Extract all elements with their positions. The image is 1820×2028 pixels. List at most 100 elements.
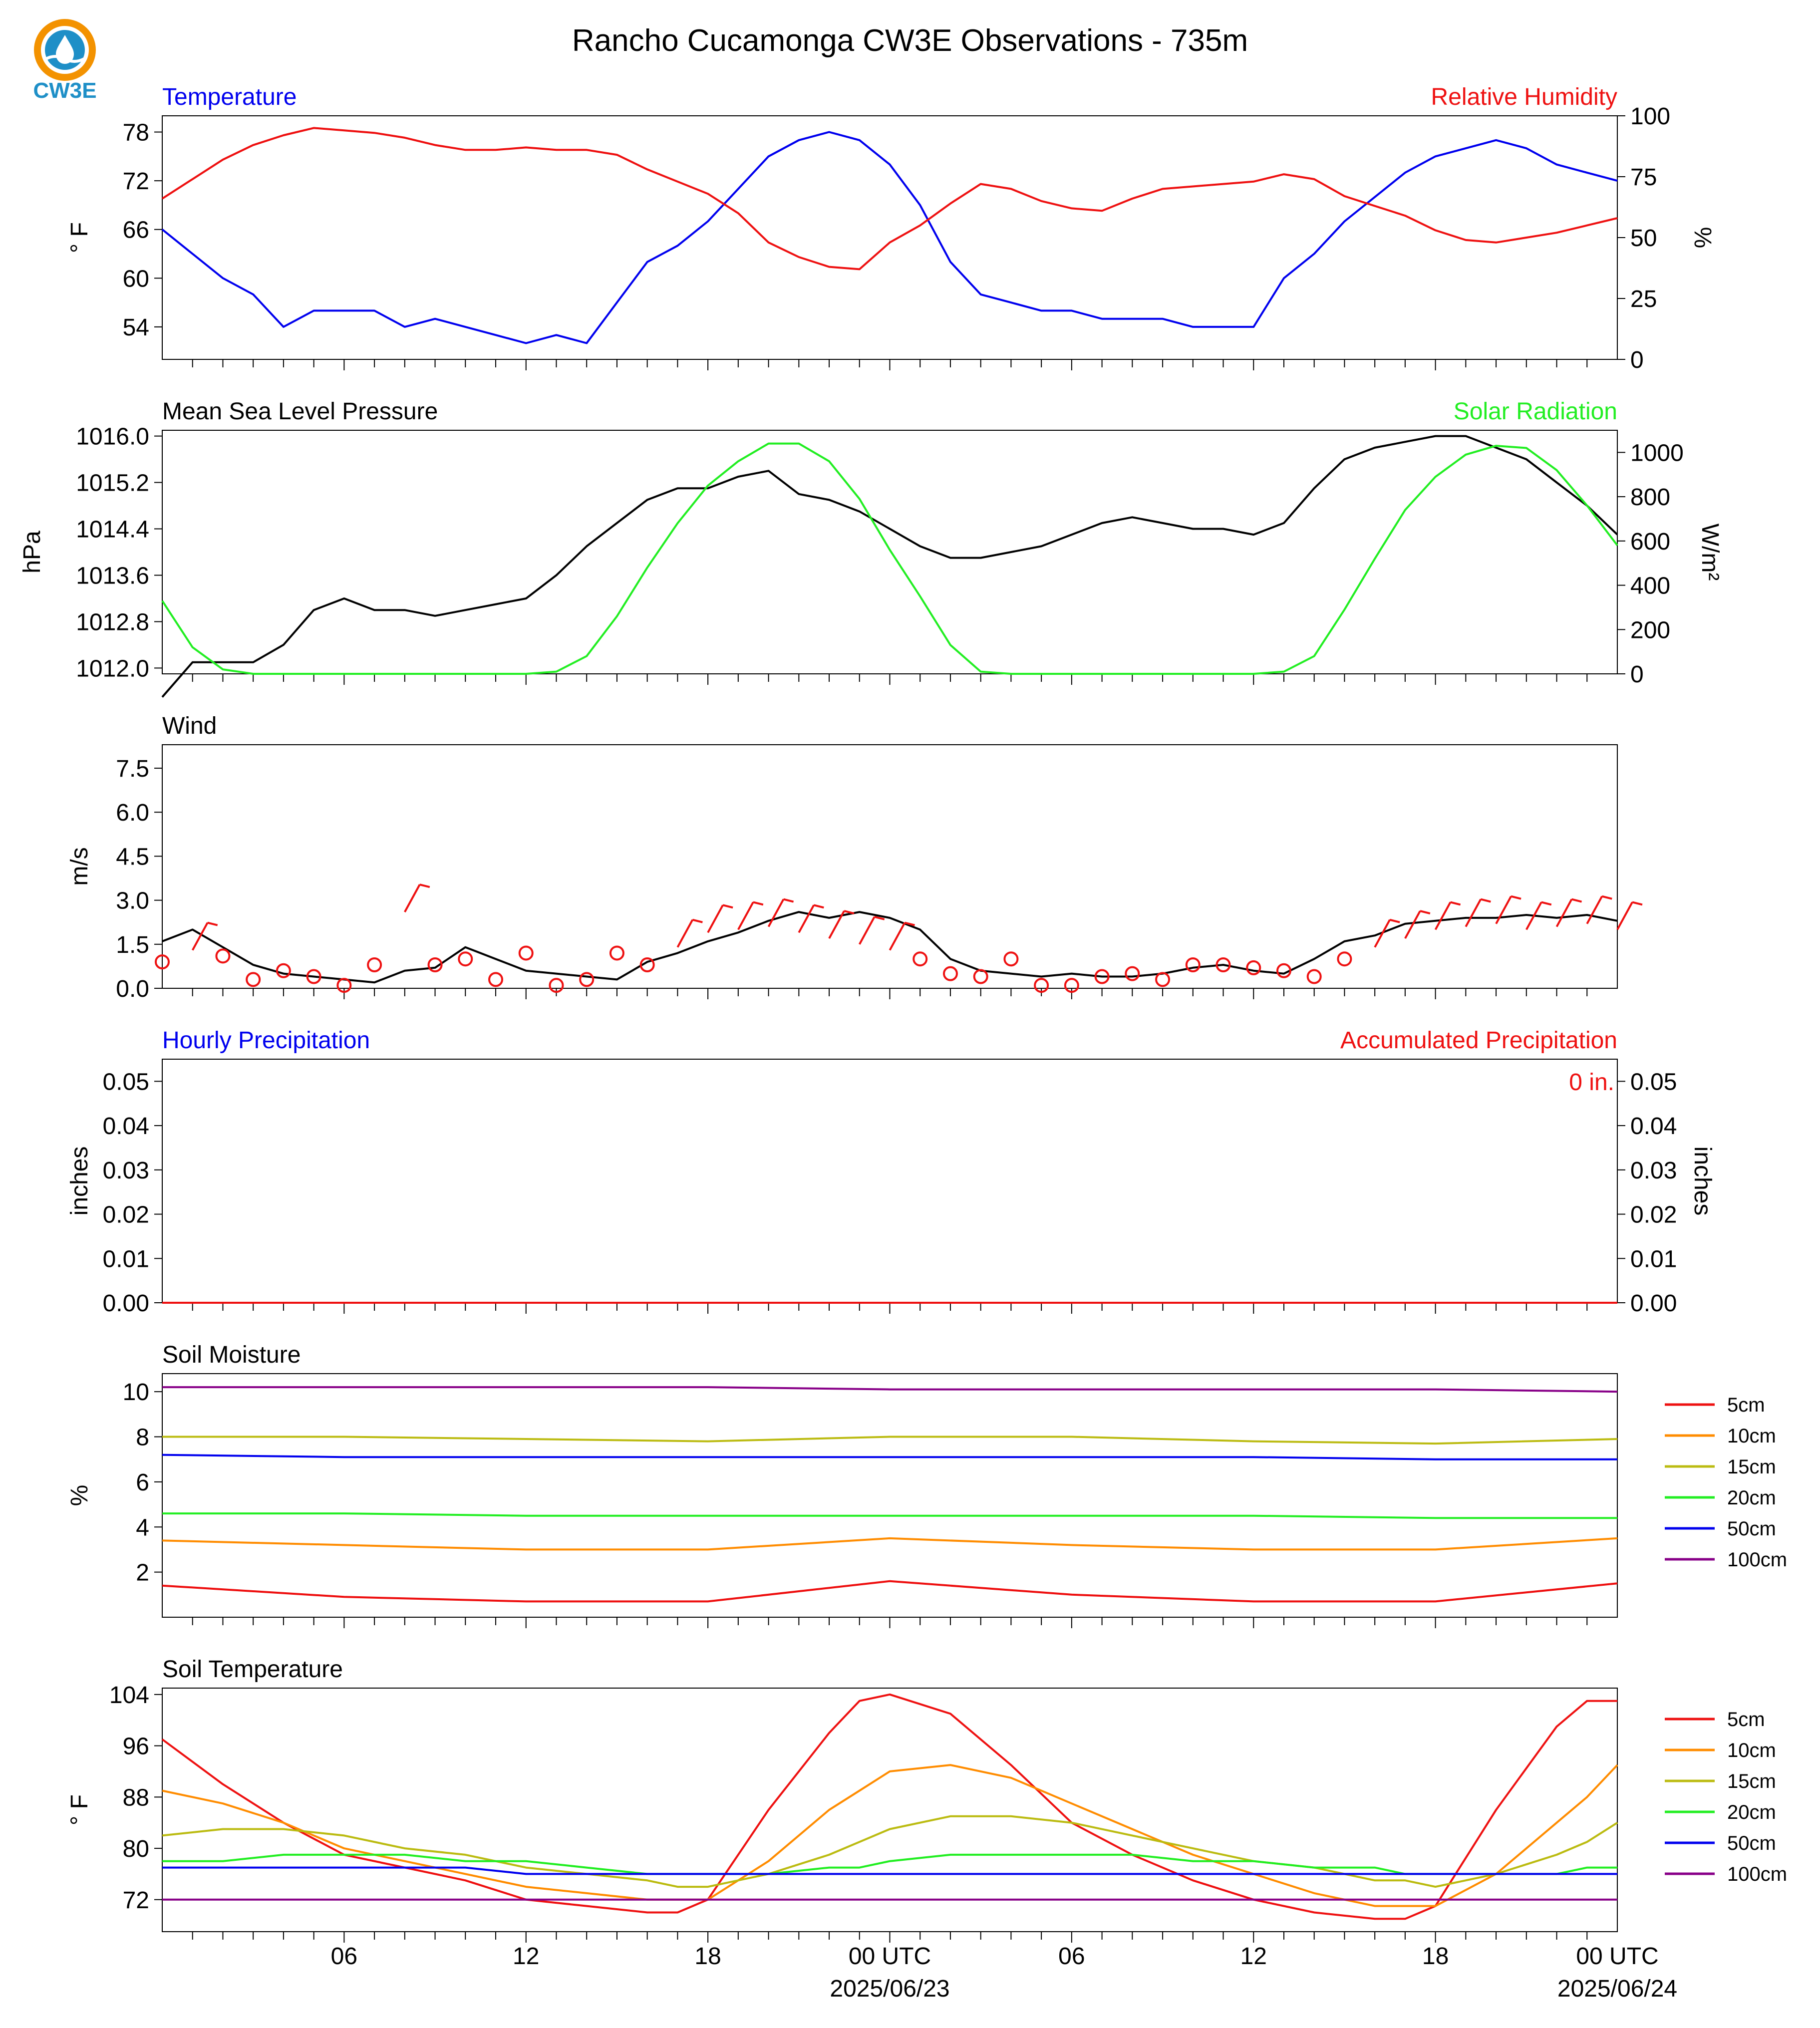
y-tick-label-left: 54 bbox=[123, 314, 149, 341]
wind-barb bbox=[1525, 901, 1552, 930]
series-line-50cm bbox=[162, 1866, 1617, 1875]
wind-calm-marker bbox=[458, 951, 473, 967]
wind-barb bbox=[1374, 918, 1400, 948]
panel-title-left: Mean Sea Level Pressure bbox=[162, 398, 438, 425]
y-tick-label-left: 80 bbox=[123, 1836, 149, 1862]
y-tick-label-right: 200 bbox=[1630, 617, 1670, 643]
y-tick-label-left: 96 bbox=[123, 1734, 149, 1760]
y-tick-label-left: 0.0 bbox=[116, 976, 149, 1002]
panel-title-left: Soil Temperature bbox=[162, 1656, 343, 1683]
series-line-15cm bbox=[162, 1815, 1618, 1888]
y-tick-label-left: 1013.6 bbox=[76, 563, 149, 589]
x-tick-label: 18 bbox=[694, 1943, 721, 1970]
y-tick-label-left: 0.00 bbox=[103, 1290, 149, 1317]
legend-label: 20cm bbox=[1727, 1801, 1776, 1823]
y-axis-label-left: inches bbox=[66, 1147, 93, 1216]
y-axis-label-right: W/m² bbox=[1697, 524, 1723, 581]
wind-calm-marker bbox=[1094, 969, 1110, 984]
series-line-10cm bbox=[162, 1764, 1618, 1907]
wind-barb bbox=[1586, 895, 1612, 924]
y-tick-label-right: 0.04 bbox=[1630, 1113, 1677, 1140]
y-tick-label-left: 4.5 bbox=[116, 844, 149, 870]
legend-label: 100cm bbox=[1727, 1549, 1787, 1571]
wind-calm-marker bbox=[1246, 960, 1261, 975]
y-tick-label-right: 25 bbox=[1630, 286, 1657, 312]
y-tick-label-left: 6.0 bbox=[116, 800, 149, 826]
y-axis-label-left: % bbox=[66, 1485, 93, 1506]
y-tick-label-left: 1.5 bbox=[116, 932, 149, 958]
wind-calm-marker bbox=[155, 954, 170, 970]
y-tick-label-left: 0.02 bbox=[103, 1202, 149, 1228]
legend-label: 10cm bbox=[1727, 1739, 1776, 1761]
y-tick-label-right: 600 bbox=[1630, 529, 1670, 555]
panel-title-left: Hourly Precipitation bbox=[162, 1027, 370, 1054]
panel-wind: Wind 0.0 1.5 3.0 4.5 6.0 7.5 m/s bbox=[66, 713, 1643, 1002]
wind-calm-marker bbox=[306, 969, 321, 984]
figure-title: Rancho Cucamonga CW3E Observations - 735… bbox=[572, 23, 1248, 58]
y-tick-label-right: 800 bbox=[1630, 484, 1670, 511]
series-line-mean-sea-level-pressure bbox=[161, 435, 1618, 698]
legend-label: 100cm bbox=[1727, 1863, 1787, 1885]
y-tick-label-right: 100 bbox=[1630, 103, 1670, 130]
y-tick-label-left: 6 bbox=[136, 1469, 149, 1496]
y-tick-label-right: 0.02 bbox=[1630, 1202, 1677, 1228]
wind-barb bbox=[676, 918, 703, 948]
wind-calm-marker bbox=[276, 963, 291, 978]
series-line-5cm bbox=[162, 1580, 1618, 1603]
y-axis-label-right: % bbox=[1689, 227, 1716, 249]
legend-label: 5cm bbox=[1727, 1394, 1765, 1416]
panel-soil-temperature: Soil Temperature 72 80 88 96 104 ° F 5cm 10cm 15c… bbox=[66, 1656, 1787, 1943]
wind-barb bbox=[1495, 895, 1521, 924]
y-tick-label-left: 0.03 bbox=[103, 1158, 149, 1184]
wind-barb bbox=[798, 904, 824, 933]
wind-barb bbox=[1465, 898, 1491, 927]
wind-calm-marker bbox=[579, 972, 595, 987]
panel-pressure-solar: Mean Sea Level Pressure Solar Radiation 10… bbox=[19, 398, 1723, 698]
y-tick-label-left: 1014.4 bbox=[76, 517, 149, 543]
panel-title-left: Temperature bbox=[162, 84, 297, 110]
legend-label: 15cm bbox=[1727, 1770, 1776, 1792]
x-tick-label: 00 UTC bbox=[849, 1943, 931, 1970]
y-tick-label-right: 400 bbox=[1630, 573, 1670, 599]
y-tick-label-left: 1012.0 bbox=[76, 655, 149, 682]
y-tick-label-left: 4 bbox=[136, 1514, 149, 1541]
legend-label: 15cm bbox=[1727, 1456, 1776, 1478]
y-axis-label-left: m/s bbox=[66, 847, 93, 885]
cw3e-logo: CW3E bbox=[33, 19, 97, 103]
wind-calm-marker bbox=[336, 978, 352, 993]
wind-barb bbox=[859, 915, 885, 945]
x-tick-label: 12 bbox=[513, 1943, 539, 1970]
y-tick-label-right: 0.05 bbox=[1630, 1069, 1677, 1095]
y-axis-label-left: hPa bbox=[19, 531, 45, 574]
wind-calm-marker bbox=[609, 945, 624, 961]
wind-calm-marker bbox=[1185, 957, 1201, 972]
wind-calm-marker bbox=[1276, 963, 1291, 978]
wind-calm-marker bbox=[1003, 951, 1019, 967]
panel-soil-moisture: Soil Moisture 2 4 6 8 10% 5cm 10cm 15cm 20cm 50cm 1… bbox=[66, 1342, 1787, 1628]
wind-calm-marker bbox=[488, 972, 504, 987]
wind-barb bbox=[1404, 910, 1431, 939]
x-tick-label: 06 bbox=[331, 1943, 357, 1970]
x-tick-label: 12 bbox=[1240, 1943, 1267, 1970]
y-tick-label-left: 3.0 bbox=[116, 888, 149, 914]
y-tick-label-left: 1012.8 bbox=[76, 609, 149, 635]
wind-barb bbox=[737, 901, 764, 930]
wind-calm-marker bbox=[518, 945, 534, 961]
wind-barb bbox=[1555, 898, 1582, 927]
y-tick-label-left: 0.04 bbox=[103, 1113, 149, 1140]
y-tick-label-left: 66 bbox=[123, 217, 149, 244]
wind-barb bbox=[404, 883, 430, 913]
y-tick-label-left: 8 bbox=[136, 1425, 149, 1451]
panel-title-left: Soil Moisture bbox=[162, 1342, 301, 1368]
legend-label: 20cm bbox=[1727, 1487, 1776, 1509]
series-line-relative-humidity bbox=[161, 127, 1618, 271]
x-tick-label: 00 UTC bbox=[1576, 1943, 1658, 1970]
wind-barb bbox=[191, 921, 218, 951]
wind-calm-marker bbox=[1215, 957, 1231, 972]
wind-calm-marker bbox=[1306, 969, 1322, 984]
panel-title-left: Wind bbox=[162, 713, 217, 739]
y-tick-label-left: 0.01 bbox=[103, 1246, 149, 1272]
y-tick-label-left: 72 bbox=[123, 1887, 149, 1914]
panel-title-right: Accumulated Precipitation bbox=[1340, 1027, 1617, 1054]
y-tick-label-left: 1015.2 bbox=[76, 470, 149, 497]
